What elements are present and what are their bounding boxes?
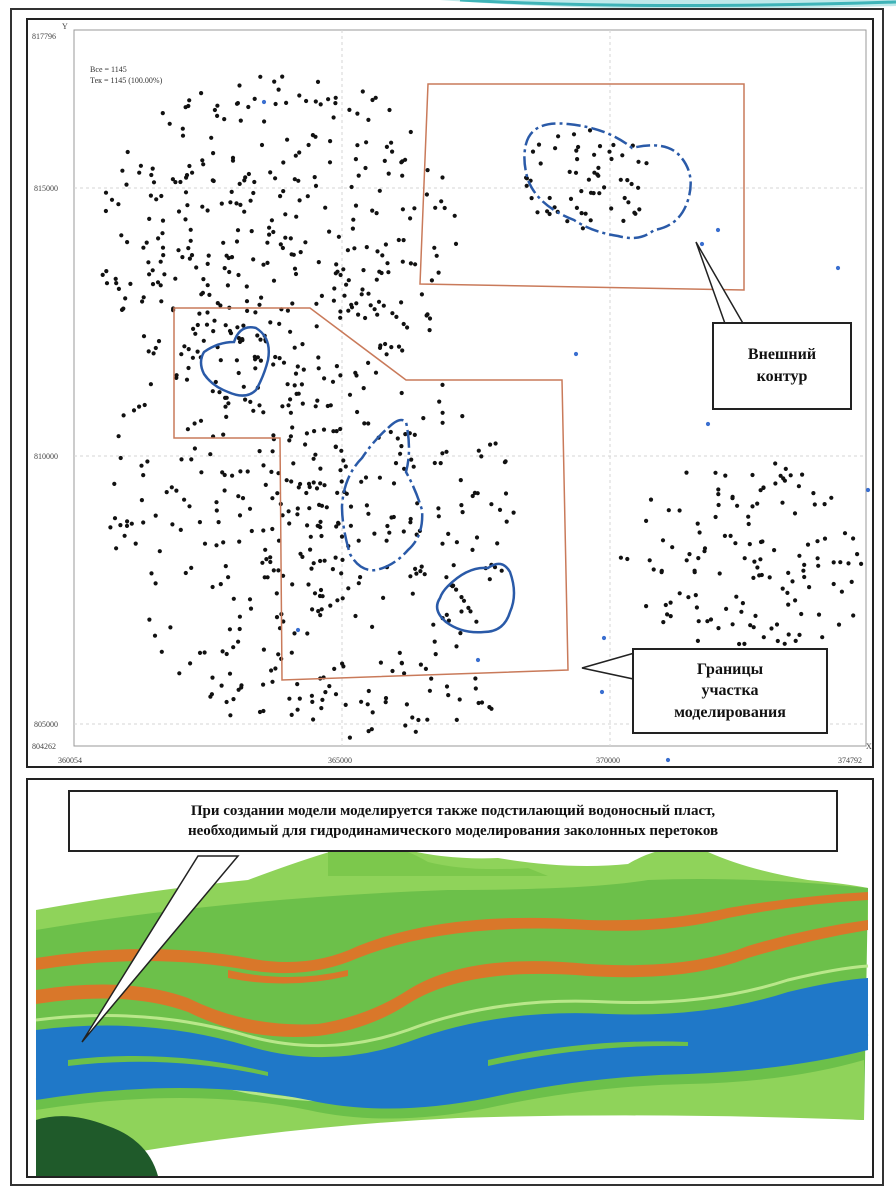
stats-total: Все = 1145 [90, 65, 127, 74]
orange-layer-1 [36, 892, 868, 974]
y-tick-bottom: 804262 [32, 742, 56, 751]
callout-bounds-line1: Границы [696, 660, 764, 678]
y-tick-810000: 810000 [34, 452, 58, 461]
outer-contour-left [199, 326, 270, 397]
map-grid [73, 29, 867, 747]
y-axis-label: Y [62, 22, 68, 31]
y-tick-815000: 815000 [34, 184, 58, 193]
modeling-boundary-upper [419, 83, 745, 291]
callout-outer-line1: Внешний [747, 346, 817, 364]
orange-layer-3 [228, 970, 348, 984]
outer-contour-lower [435, 562, 516, 634]
aquifer-pointer [81, 855, 240, 1043]
callout-bounds-line3: моделирования [674, 703, 786, 721]
x-tick-370000: 370000 [596, 756, 620, 765]
callout-aquifer-note: При создании модели моделируется также п… [68, 790, 838, 852]
geological-section [35, 841, 869, 1176]
point-count-stats: Все = 1145 Тек = 1145 (100.00%) [90, 64, 162, 86]
outer-contour-center [340, 418, 424, 572]
y-tick-top: 817796 [32, 32, 56, 41]
decorative-teal-arc [440, 0, 896, 9]
outer-contour-pointer [695, 241, 750, 333]
modeling-boundary-lower [173, 307, 569, 681]
callout-outer-line2: контур [756, 368, 808, 385]
x-tick-374792: 374792 [838, 756, 862, 765]
x-axis-label: X [866, 742, 872, 751]
callout-outer-contour: Внешний контур [712, 322, 852, 410]
note-line2: необходимый для гидродинамического модел… [187, 823, 719, 839]
note-line1: При создании модели моделируется также п… [190, 802, 716, 819]
well-map [73, 29, 871, 763]
x-tick-365000: 365000 [328, 756, 352, 765]
blue-aquifer [36, 978, 868, 1109]
stats-current: Тек = 1145 (100.00%) [90, 76, 163, 85]
orange-layer-2 [36, 920, 868, 1037]
callout-bounds-line2: участка [701, 682, 759, 700]
outer-contour-upper [523, 122, 692, 240]
x-tick-360054: 360054 [58, 756, 82, 765]
lower-green-layer [36, 1060, 864, 1170]
dark-green-base [36, 1116, 158, 1176]
y-tick-805000: 805000 [34, 720, 58, 729]
callout-modeling-bounds: Границы участка моделирования [632, 648, 828, 734]
